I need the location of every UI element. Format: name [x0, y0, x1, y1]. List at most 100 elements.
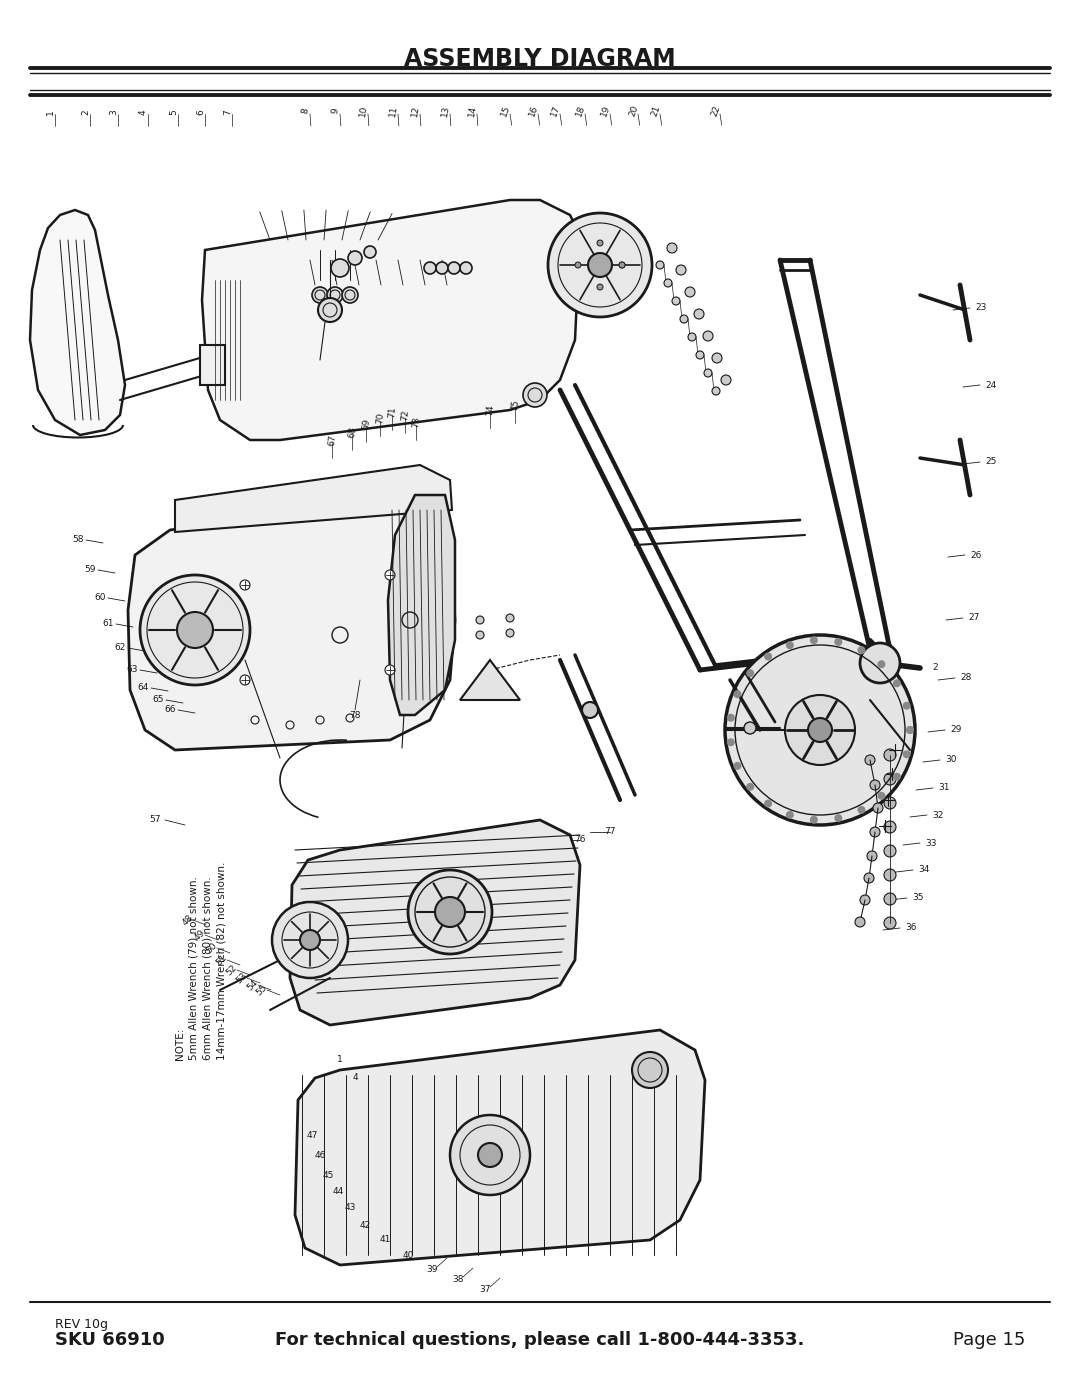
Circle shape — [327, 286, 343, 303]
Text: 75: 75 — [510, 400, 519, 411]
Circle shape — [885, 916, 896, 929]
Text: 44: 44 — [333, 1187, 343, 1196]
Circle shape — [785, 694, 855, 766]
Text: 3: 3 — [109, 109, 118, 115]
Text: 7: 7 — [222, 109, 232, 115]
Text: 59: 59 — [84, 566, 96, 574]
Text: 66: 66 — [164, 705, 176, 714]
Text: 53: 53 — [234, 971, 249, 985]
Circle shape — [704, 369, 712, 377]
Circle shape — [364, 246, 376, 258]
Text: 70: 70 — [375, 412, 384, 425]
Text: 74: 74 — [485, 404, 495, 416]
Circle shape — [478, 1143, 502, 1166]
Circle shape — [384, 665, 395, 675]
Circle shape — [688, 332, 696, 341]
Circle shape — [177, 612, 213, 648]
Text: 24: 24 — [985, 380, 996, 390]
Circle shape — [476, 631, 484, 638]
Circle shape — [786, 810, 794, 819]
Text: SKU 66910: SKU 66910 — [55, 1331, 165, 1350]
Text: 2: 2 — [81, 109, 90, 115]
Circle shape — [858, 806, 865, 814]
Circle shape — [727, 714, 734, 722]
Text: 30: 30 — [945, 756, 957, 764]
Text: 78: 78 — [349, 711, 361, 719]
Text: 36: 36 — [905, 923, 917, 933]
Polygon shape — [460, 659, 519, 700]
Circle shape — [582, 703, 598, 718]
Circle shape — [877, 792, 886, 799]
Text: 4: 4 — [139, 109, 148, 115]
Text: 31: 31 — [939, 784, 949, 792]
Polygon shape — [175, 465, 453, 532]
Circle shape — [450, 1115, 530, 1194]
Circle shape — [140, 576, 249, 685]
Circle shape — [870, 780, 880, 789]
Circle shape — [725, 636, 915, 826]
Text: 26: 26 — [970, 550, 982, 560]
Text: 49: 49 — [193, 928, 207, 942]
Circle shape — [448, 263, 460, 274]
Text: 41: 41 — [379, 1235, 391, 1245]
Circle shape — [712, 387, 720, 395]
Circle shape — [870, 827, 880, 837]
Text: 21: 21 — [649, 103, 662, 117]
Circle shape — [712, 353, 723, 363]
Circle shape — [348, 251, 362, 265]
Circle shape — [507, 629, 514, 637]
Text: 33: 33 — [924, 838, 936, 848]
Circle shape — [893, 679, 901, 687]
Text: 54: 54 — [246, 978, 260, 992]
Text: 40: 40 — [403, 1250, 414, 1260]
Circle shape — [548, 212, 652, 317]
Text: 73: 73 — [411, 416, 421, 427]
Text: 58: 58 — [72, 535, 84, 545]
Text: 23: 23 — [975, 303, 986, 313]
Circle shape — [696, 351, 704, 359]
Text: 32: 32 — [932, 810, 943, 820]
Circle shape — [703, 331, 713, 341]
Text: 57: 57 — [149, 816, 161, 824]
Text: 9: 9 — [330, 108, 340, 115]
Text: 5: 5 — [168, 109, 178, 115]
Circle shape — [460, 263, 472, 274]
Text: 22: 22 — [710, 103, 721, 117]
Circle shape — [885, 893, 896, 905]
Text: 11: 11 — [388, 105, 399, 117]
Text: 15: 15 — [500, 103, 512, 117]
Text: 46: 46 — [314, 1151, 326, 1160]
Circle shape — [764, 652, 772, 661]
Text: Page 15: Page 15 — [953, 1331, 1025, 1350]
Circle shape — [746, 782, 754, 791]
Circle shape — [721, 374, 731, 386]
Polygon shape — [129, 500, 455, 750]
Circle shape — [523, 383, 546, 407]
Circle shape — [877, 661, 886, 668]
Circle shape — [240, 675, 249, 685]
Circle shape — [885, 773, 896, 785]
Circle shape — [685, 286, 696, 298]
Circle shape — [597, 240, 603, 246]
Circle shape — [694, 309, 704, 319]
Text: 6: 6 — [195, 109, 205, 115]
Polygon shape — [295, 1030, 705, 1266]
Circle shape — [835, 638, 842, 645]
Text: 55: 55 — [255, 982, 269, 997]
Circle shape — [727, 738, 734, 746]
Circle shape — [240, 580, 249, 590]
Circle shape — [733, 690, 742, 698]
Text: 62: 62 — [114, 644, 125, 652]
Circle shape — [476, 616, 484, 624]
Text: 37: 37 — [480, 1285, 490, 1295]
Circle shape — [865, 754, 875, 766]
Polygon shape — [388, 495, 455, 715]
Text: 38: 38 — [453, 1275, 463, 1284]
Text: 20: 20 — [627, 103, 640, 117]
Text: 35: 35 — [912, 894, 923, 902]
Circle shape — [619, 263, 625, 268]
Circle shape — [885, 821, 896, 833]
Text: 67: 67 — [327, 434, 337, 446]
Polygon shape — [200, 345, 225, 386]
Text: 18: 18 — [575, 103, 586, 117]
